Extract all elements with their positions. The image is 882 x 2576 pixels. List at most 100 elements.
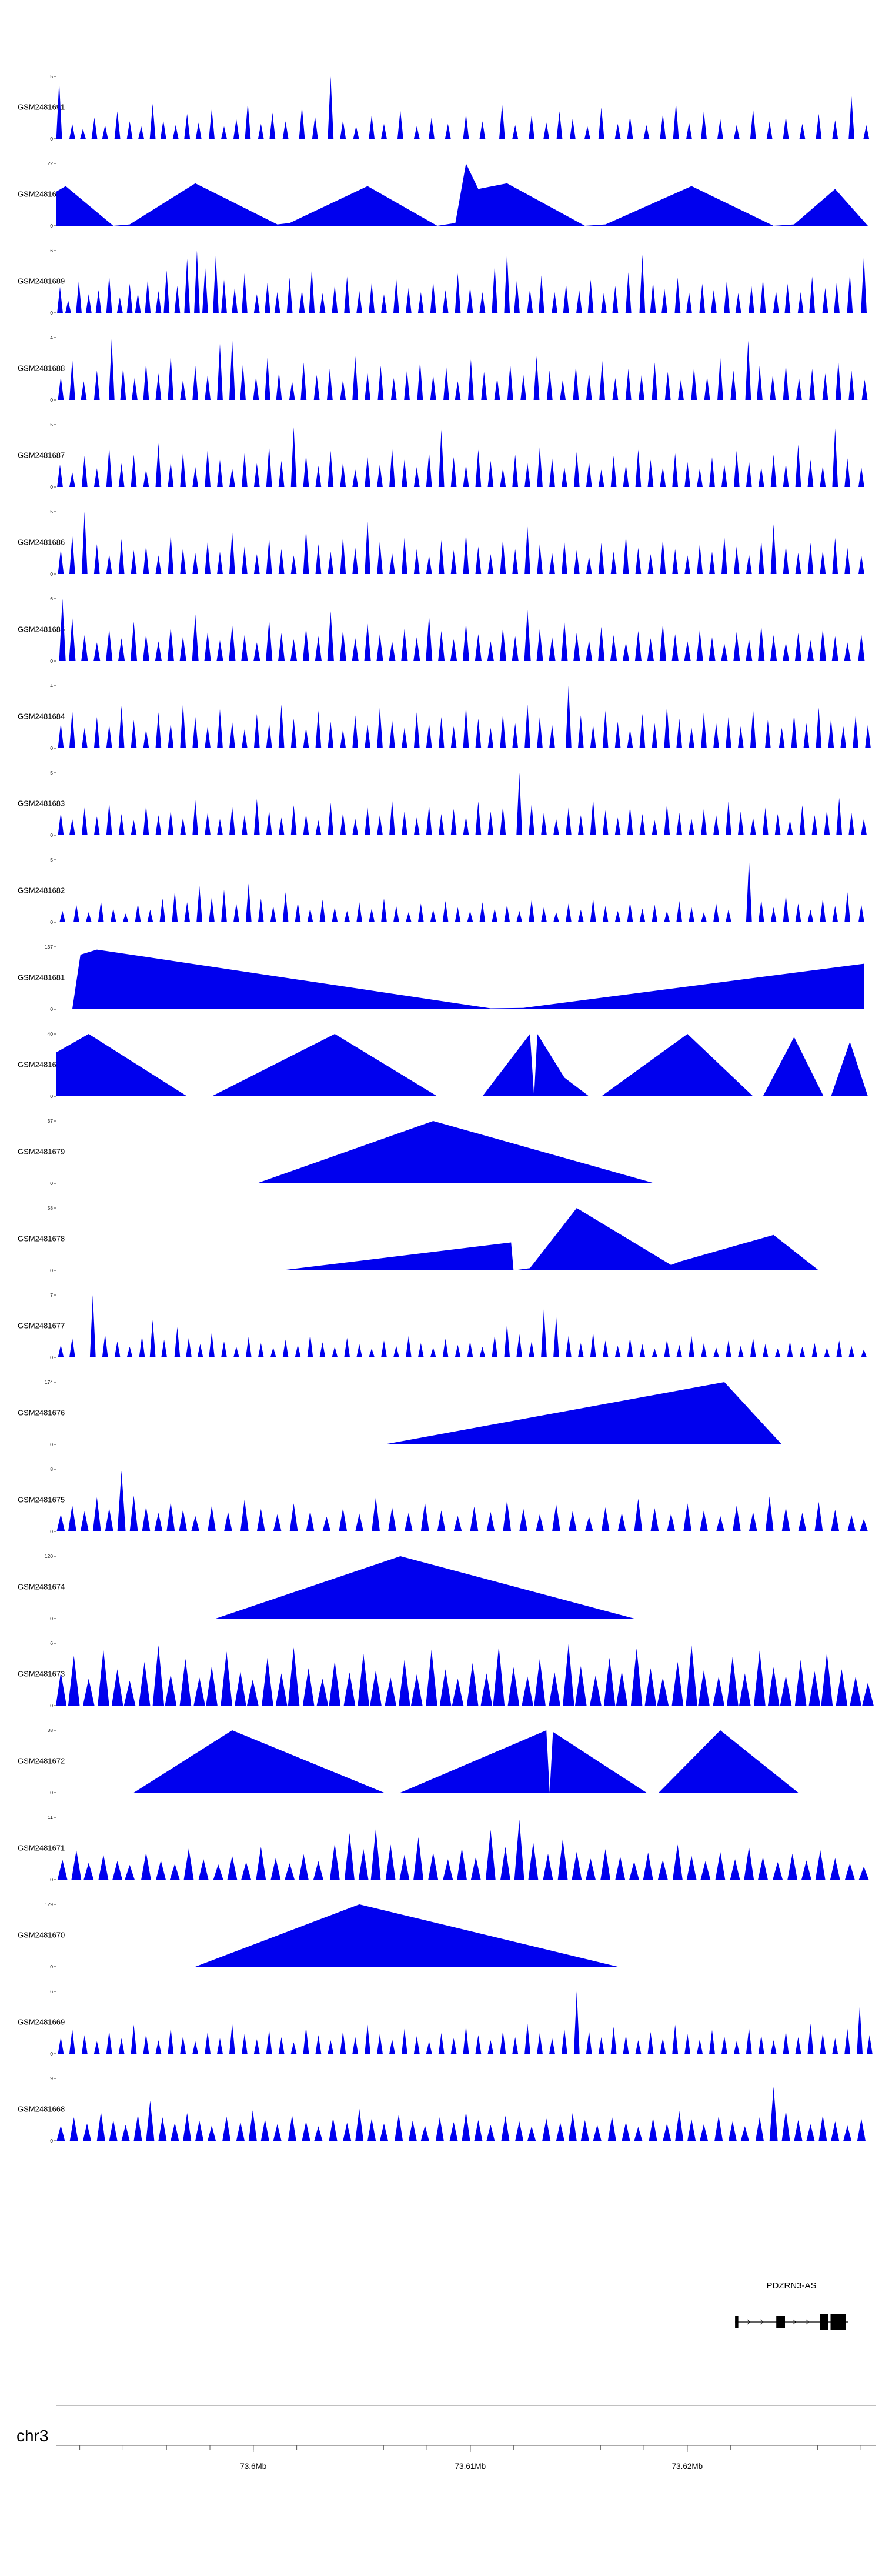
track-row-GSM2481685: GSM2481685 6 0 xyxy=(0,586,882,673)
coverage-area xyxy=(56,1991,876,2054)
coverage-area xyxy=(56,1819,876,1880)
track-label: GSM2481675 xyxy=(18,1495,65,1504)
track-row-GSM2481678: GSM2481678 58 0 xyxy=(0,1195,882,1282)
y-axis-max-label: 5 xyxy=(50,509,53,515)
y-axis-zero-label: 0 xyxy=(50,1964,53,1969)
track-label: GSM2481673 xyxy=(18,1669,65,1679)
track-row-GSM2481670: GSM2481670 129 0 xyxy=(0,1891,882,1978)
coverage-area xyxy=(56,1556,876,1619)
y-axis-max-label: 4 xyxy=(50,335,53,341)
track-row-GSM2481677: GSM2481677 7 0 xyxy=(0,1282,882,1369)
y-axis-zero-label: 0 xyxy=(50,1529,53,1534)
coverage-plot-GSM2481674: 120 0 xyxy=(45,1553,876,1621)
y-axis-zero-label: 0 xyxy=(50,1703,53,1708)
y-axis-zero-label: 0 xyxy=(50,658,53,663)
track-label: GSM2481680 xyxy=(18,1060,65,1069)
y-axis-max-label: 6 xyxy=(50,1988,53,1994)
coverage-area xyxy=(56,1295,876,1357)
track-row-GSM2481668: GSM2481668 9 0 xyxy=(0,2066,882,2153)
coverage-area xyxy=(56,1470,876,1531)
track-label: GSM2481683 xyxy=(18,799,65,808)
track-label: GSM2481674 xyxy=(18,1582,65,1591)
coverage-plot-GSM2481688: 40 xyxy=(50,335,876,402)
coverage-plot-GSM2481680: 40 0 xyxy=(48,1031,876,1099)
track-row-GSM2481671: GSM2481671 11 0 xyxy=(0,1804,882,1891)
y-axis-max-label: 5 xyxy=(50,74,53,79)
coverage-area xyxy=(56,860,876,922)
y-axis-max-label: 9 xyxy=(50,2076,53,2081)
y-axis-max-label: 40 xyxy=(48,1031,54,1037)
y-axis-zero-label: 0 xyxy=(50,571,53,576)
y-axis-max-label: 6 xyxy=(50,596,53,602)
coverage-area xyxy=(56,163,876,226)
y-axis-zero-label: 0 xyxy=(50,1442,53,1447)
coverage-plot-GSM2481686: 50 xyxy=(50,509,876,576)
track-label: GSM2481686 xyxy=(18,538,65,547)
track-label: GSM2481670 xyxy=(18,1930,65,1940)
track-row-GSM2481681: GSM2481681 137 0 xyxy=(0,934,882,1021)
coverage-area xyxy=(56,251,876,313)
coverage-plot-GSM2481673: 60 xyxy=(50,1640,876,1708)
y-axis-max-label: 174 xyxy=(45,1379,53,1385)
y-axis-zero-label: 0 xyxy=(50,310,53,315)
track-label: GSM2481689 xyxy=(18,276,65,286)
track-label: GSM2481684 xyxy=(18,712,65,721)
track-row-GSM2481680: GSM2481680 40 0 xyxy=(0,1021,882,1108)
coverage-plot-GSM2481687: 50 xyxy=(50,422,876,489)
y-axis-zero-label: 0 xyxy=(50,2138,53,2143)
y-axis-max-label: 120 xyxy=(45,1553,53,1559)
coverage-area xyxy=(56,599,876,661)
track-row-GSM2481672: GSM2481672 38 0 xyxy=(0,1717,882,1804)
track-label: GSM2481672 xyxy=(18,1756,65,1766)
gene-exon-box xyxy=(776,2316,785,2328)
y-axis-max-label: 8 xyxy=(50,1466,53,1472)
y-axis-zero-label: 0 xyxy=(50,832,53,837)
track-label: GSM2481679 xyxy=(18,1147,65,1156)
track-row-GSM2481679: GSM2481679 37 0 xyxy=(0,1108,882,1195)
track-label: GSM2481671 xyxy=(18,1843,65,1853)
track-row-GSM2481687: GSM2481687 5 0 xyxy=(0,412,882,499)
y-axis-max-label: 22 xyxy=(48,161,54,166)
track-row-GSM2481689: GSM2481689 6 0 xyxy=(0,238,882,325)
track-row-GSM2481684: GSM2481684 4 0 xyxy=(0,673,882,760)
y-axis-zero-label: 0 xyxy=(50,397,53,402)
coverage-plot-GSM2481681: 137 0 xyxy=(45,944,876,1012)
y-axis-max-label: 137 xyxy=(45,944,53,950)
y-axis-zero-label: 0 xyxy=(50,223,53,228)
y-axis-max-label: 5 xyxy=(50,422,53,428)
axis-tick-label: 73.62Mb xyxy=(672,2462,703,2471)
gene-name-label: PDZRN3-AS xyxy=(766,2281,817,2291)
coverage-area xyxy=(56,1904,876,1967)
coverage-area xyxy=(56,1208,876,1270)
coverage-area xyxy=(56,1034,876,1096)
axis-tick-label: 73.6Mb xyxy=(240,2462,266,2471)
track-label: GSM2481681 xyxy=(18,973,65,982)
coverage-plot-GSM2481682: 50 xyxy=(50,857,876,925)
coverage-area xyxy=(56,2087,876,2141)
coverage-plot-GSM2481677: 70 xyxy=(50,1292,876,1360)
track-row-GSM2481675: GSM2481675 8 0 xyxy=(0,1456,882,1543)
coverage-area xyxy=(56,1121,876,1183)
coverage-plot-GSM2481675: 80 xyxy=(50,1466,876,1534)
y-axis-max-label: 4 xyxy=(50,683,53,689)
coverage-area xyxy=(56,427,876,487)
track-label: GSM2481676 xyxy=(18,1408,65,1417)
coverage-plot-GSM2481684: 40 xyxy=(50,683,876,750)
coverage-plot-GSM2481679: 37 0 xyxy=(48,1118,876,1186)
strand-arrow-icon xyxy=(760,2319,764,2325)
coverage-area xyxy=(56,76,876,139)
track-row-GSM2481691: GSM2481691 5 0 xyxy=(0,64,882,151)
gene-exon-box xyxy=(735,2316,739,2328)
gene-model-glyph xyxy=(735,2314,848,2330)
track-row-GSM2481690: GSM2481690 22 0 xyxy=(0,151,882,238)
y-axis-zero-label: 0 xyxy=(50,1877,53,1882)
coverage-area xyxy=(56,773,876,835)
track-row-GSM2481686: GSM2481686 5 0 xyxy=(0,499,882,586)
strand-arrow-icon xyxy=(806,2319,810,2325)
coverage-plot-GSM2481691: 50 xyxy=(50,74,876,141)
chromosome-label: chr3 xyxy=(16,2427,49,2445)
coverage-tracks-container: GSM2481691 5 0 GSM2481690 22 0 GSM2481689 6 0 GSM… xyxy=(0,64,882,2153)
y-axis-max-label: 37 xyxy=(48,1118,54,1124)
track-row-GSM2481673: GSM2481673 6 0 xyxy=(0,1630,882,1717)
y-axis-zero-label: 0 xyxy=(50,1790,53,1795)
